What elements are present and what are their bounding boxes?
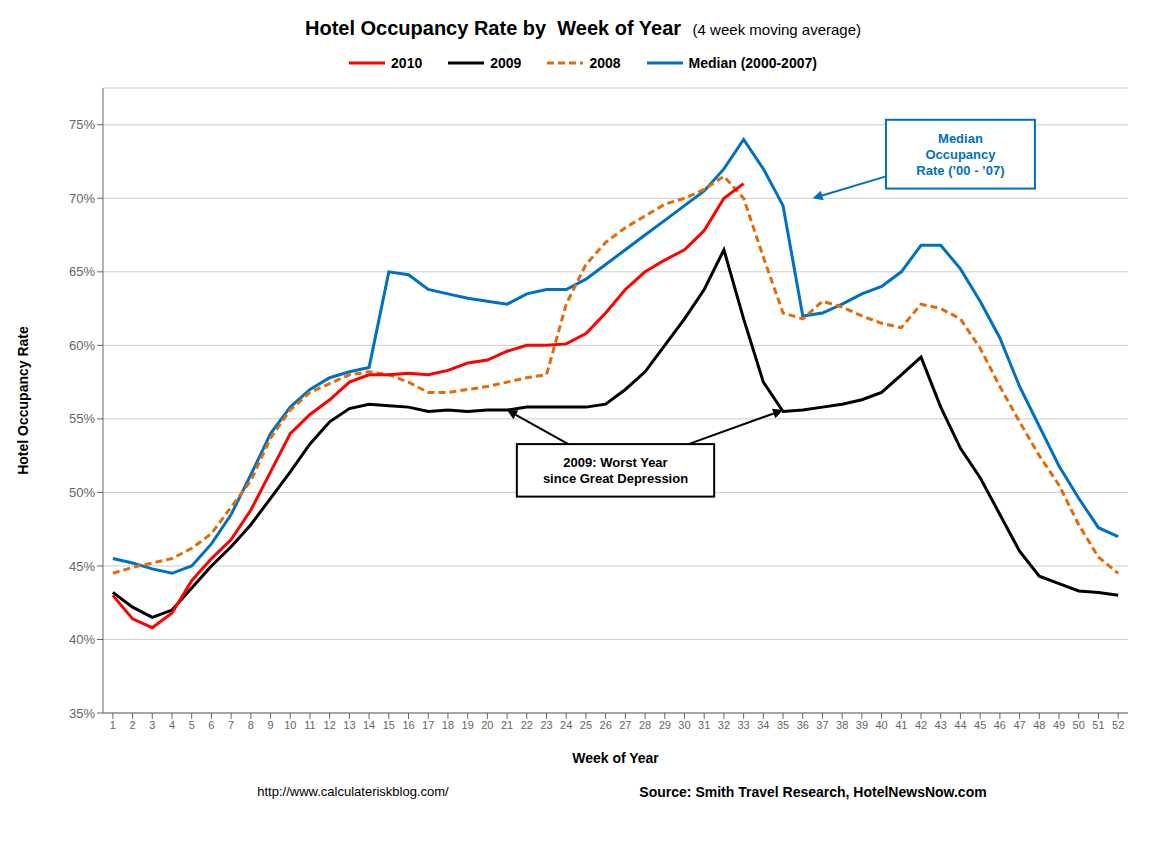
svg-text:10: 10: [284, 719, 296, 731]
svg-text:40: 40: [875, 719, 887, 731]
svg-text:50%: 50%: [69, 485, 95, 500]
svg-text:52: 52: [1112, 719, 1124, 731]
svg-text:55%: 55%: [69, 411, 95, 426]
svg-text:20: 20: [481, 719, 493, 731]
html-text:2010: 2010: [391, 55, 423, 71]
svg-text:16: 16: [402, 719, 414, 731]
svg-text:70%: 70%: [69, 191, 95, 206]
svg-text:MedianOccupancyRate (’00 - ’07: MedianOccupancyRate (’00 - ’07): [916, 130, 1004, 178]
svg-text:Week of Year: Week of Year: [572, 750, 659, 766]
svg-text:Hotel Occupancy Rate: Hotel Occupancy Rate: [15, 326, 31, 475]
svg-text:7: 7: [228, 719, 234, 731]
svg-text:35: 35: [777, 719, 789, 731]
svg-text:17: 17: [422, 719, 434, 731]
svg-text:24: 24: [560, 719, 572, 731]
svg-text:60%: 60%: [69, 338, 95, 353]
svg-text:37: 37: [816, 719, 828, 731]
svg-text:45: 45: [974, 719, 986, 731]
svg-text:29: 29: [659, 719, 671, 731]
svg-text:47: 47: [1013, 719, 1025, 731]
svg-text:21: 21: [501, 719, 513, 731]
svg-text:44: 44: [954, 719, 966, 731]
svg-text:18: 18: [442, 719, 454, 731]
svg-text:34: 34: [757, 719, 769, 731]
svg-text:11: 11: [304, 719, 315, 731]
svg-text:43: 43: [935, 719, 947, 731]
svg-text:32: 32: [718, 719, 730, 731]
svg-text:22: 22: [521, 719, 533, 731]
svg-text:33: 33: [738, 719, 750, 731]
svg-text:65%: 65%: [69, 264, 95, 279]
svg-text:26: 26: [600, 719, 612, 731]
svg-text:2: 2: [130, 719, 136, 731]
svg-text:15: 15: [383, 719, 395, 731]
svg-text:45%: 45%: [69, 559, 95, 574]
svg-text:19: 19: [462, 719, 474, 731]
svg-text:40%: 40%: [69, 632, 95, 647]
svg-text:28: 28: [639, 719, 651, 731]
svg-text:51: 51: [1092, 719, 1104, 731]
svg-text:23: 23: [540, 719, 552, 731]
svg-text:46: 46: [994, 719, 1006, 731]
svg-text:9: 9: [267, 719, 273, 731]
svg-text:41: 41: [895, 719, 907, 731]
svg-text:2009: Worst Yearsince Great De: 2009: Worst Yearsince Great Depression: [543, 455, 688, 486]
svg-text:4: 4: [169, 719, 175, 731]
html-text:Median (2000-2007): Median (2000-2007): [688, 55, 817, 71]
html-text:2008: 2008: [589, 55, 621, 71]
svg-text:48: 48: [1033, 719, 1045, 731]
html-text:Hotel Occupancy Rate by Week o: Hotel Occupancy Rate by Week of Year (4 …: [305, 17, 861, 39]
svg-text:42: 42: [915, 719, 927, 731]
svg-text:6: 6: [208, 719, 214, 731]
svg-text:75%: 75%: [69, 117, 95, 132]
svg-text:30: 30: [678, 719, 690, 731]
svg-text:50: 50: [1073, 719, 1085, 731]
svg-text:39: 39: [856, 719, 868, 731]
svg-text:12: 12: [324, 719, 336, 731]
svg-text:1: 1: [110, 719, 116, 731]
svg-text:3: 3: [149, 719, 155, 731]
svg-text:13: 13: [343, 719, 355, 731]
svg-text:35%: 35%: [69, 706, 95, 721]
html-text:2009: 2009: [490, 55, 522, 71]
svg-text:5: 5: [189, 719, 195, 731]
html-text:Source: Smith Travel Research,: Source: Smith Travel Research, HotelNews…: [639, 784, 987, 800]
html-text:http://www.calculateriskblog.c: http://www.calculateriskblog.com/: [257, 784, 449, 799]
svg-text:31: 31: [698, 719, 710, 731]
svg-text:27: 27: [619, 719, 631, 731]
svg-text:38: 38: [836, 719, 848, 731]
svg-text:25: 25: [580, 719, 592, 731]
svg-text:49: 49: [1053, 719, 1065, 731]
svg-text:14: 14: [363, 719, 375, 731]
svg-text:36: 36: [797, 719, 809, 731]
svg-text:8: 8: [248, 719, 254, 731]
